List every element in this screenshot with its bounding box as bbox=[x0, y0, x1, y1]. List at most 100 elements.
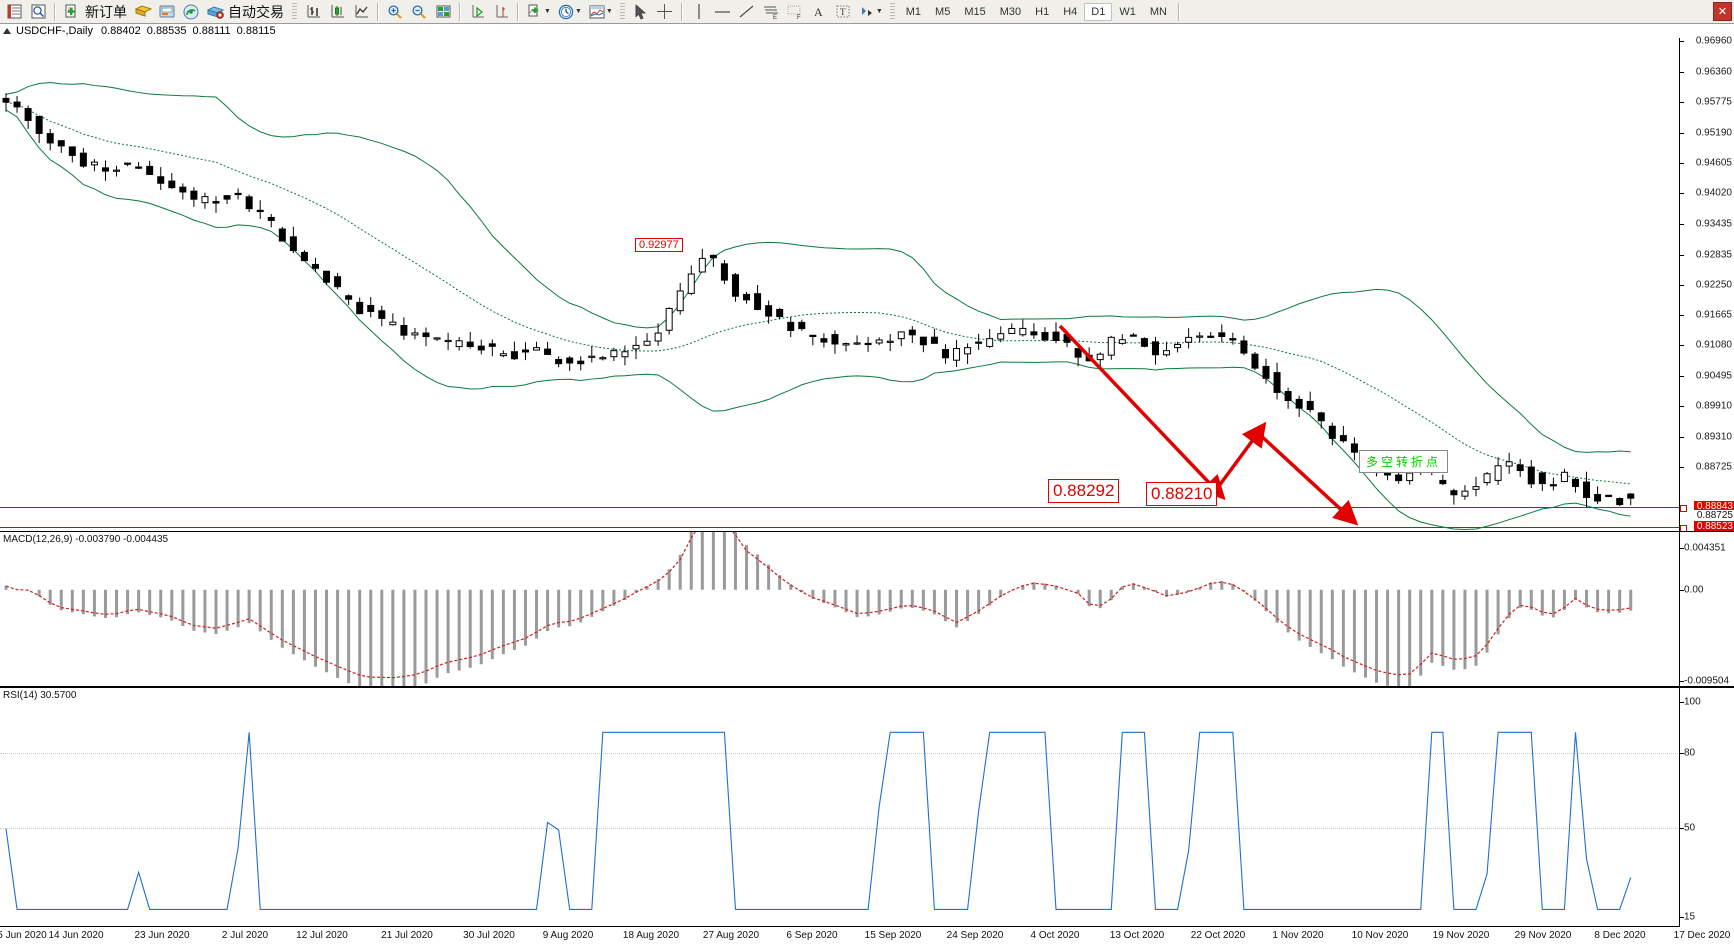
timeframe-m15[interactable]: M15 bbox=[964, 5, 986, 18]
rsi-tick-mark bbox=[1680, 702, 1684, 703]
rsi-axis[interactable]: 100 80 50 15 bbox=[1679, 688, 1734, 927]
price-plot-area[interactable]: 0.92977 0.88292 0.88210 多空转折点 bbox=[0, 38, 1680, 531]
date-tick-label: 23 Jun 2020 bbox=[134, 930, 190, 941]
zoom-out-icon[interactable] bbox=[407, 1, 431, 23]
svg-text:E: E bbox=[773, 15, 777, 20]
toolbar-grip[interactable] bbox=[292, 2, 297, 21]
quote-open: 0.88402 bbox=[101, 25, 141, 37]
date-tick-label: 18 Aug 2020 bbox=[622, 930, 680, 941]
grid-icon[interactable] bbox=[431, 1, 455, 23]
price-tick-mark bbox=[1680, 467, 1684, 469]
date-tick-label: 2 Jul 2020 bbox=[221, 930, 269, 941]
new-order-icon[interactable] bbox=[60, 1, 84, 23]
date-tick-label: 29 Nov 2020 bbox=[1514, 930, 1572, 941]
autotrading-icon[interactable] bbox=[203, 1, 227, 23]
expert-advisor-icon[interactable] bbox=[131, 1, 155, 23]
macd-plot-area[interactable]: MACD(12,26,9) -0.003790 -0.004435 bbox=[0, 532, 1680, 686]
price-tick-label: 0.89910 bbox=[1695, 400, 1732, 412]
periods-icon[interactable] bbox=[554, 1, 578, 23]
chart-container[interactable]: 0.92977 0.88292 0.88210 多空转折点 0.96960 0.9636… bbox=[0, 36, 1734, 945]
close-icon[interactable]: ✕ bbox=[1713, 2, 1732, 21]
timeframe-h1[interactable]: H1 bbox=[1035, 5, 1050, 18]
price-tick-label: 0.91080 bbox=[1695, 339, 1732, 351]
price-tick-mark bbox=[1680, 437, 1684, 439]
cursor-icon[interactable] bbox=[629, 1, 653, 23]
shapes-dropdown-caret[interactable]: ▼ bbox=[875, 8, 883, 15]
vertical-line-icon[interactable] bbox=[687, 1, 711, 23]
rsi-label: RSI(14) 30.5700 bbox=[3, 690, 77, 701]
templates-icon[interactable] bbox=[585, 1, 609, 23]
timeframe-d1[interactable]: D1 bbox=[1084, 2, 1113, 21]
timeframe-m5[interactable]: M5 bbox=[935, 5, 951, 18]
templates-dropdown-caret[interactable]: ▼ bbox=[605, 8, 613, 15]
rsi-plot-area[interactable]: RSI(14) 30.5700 bbox=[0, 688, 1680, 927]
price-tick-mark bbox=[1680, 132, 1684, 134]
signals-icon[interactable] bbox=[179, 1, 203, 23]
rsi-gridline bbox=[0, 752, 1680, 754]
trendline-icon[interactable] bbox=[735, 1, 759, 23]
price-level-label[interactable]: 0.88523 bbox=[1693, 521, 1734, 533]
macd-tick-mark bbox=[1680, 681, 1684, 682]
price-tick-mark bbox=[1680, 375, 1684, 377]
timeframe-m30[interactable]: M30 bbox=[999, 5, 1022, 18]
rsi-pane[interactable]: RSI(14) 30.5700 100 80 50 15 bbox=[0, 686, 1734, 927]
date-tick-label: 27 Aug 2020 bbox=[702, 930, 760, 941]
annotation-support-0-88292[interactable]: 0.88292 bbox=[1048, 479, 1120, 503]
timeframe-m1[interactable]: M1 bbox=[905, 5, 922, 18]
line-chart-icon[interactable] bbox=[349, 1, 373, 23]
fibonacci-icon[interactable]: E bbox=[759, 1, 783, 23]
autotrading-label[interactable]: 自动交易 bbox=[228, 3, 284, 20]
annotation-turning-point[interactable]: 多空转折点 bbox=[1359, 450, 1449, 473]
price-tick-label: 0.92250 bbox=[1695, 279, 1732, 291]
date-tick-label: 4 Oct 2020 bbox=[1030, 930, 1080, 941]
date-tick-label: 21 Jul 2020 bbox=[381, 930, 433, 941]
svg-text:T: T bbox=[840, 7, 846, 17]
chart-shift-icon[interactable] bbox=[489, 1, 513, 23]
quote-bar: USDCHF-,Daily 0.88402 0.88535 0.88111 0.… bbox=[0, 24, 1734, 38]
bar-chart-icon[interactable] bbox=[301, 1, 325, 23]
toolbar-grip-3[interactable] bbox=[889, 2, 895, 21]
macd-axis[interactable]: 0.004351 0.00 -0.009504 bbox=[1679, 532, 1734, 687]
horizontal-level-line[interactable] bbox=[0, 507, 1680, 508]
price-tick-label: 0.91665 bbox=[1695, 309, 1732, 321]
new-order-label[interactable]: 新订单 bbox=[85, 3, 127, 20]
data-window-icon[interactable] bbox=[26, 1, 50, 23]
macd-tick-label: 0.004351 bbox=[1684, 542, 1726, 554]
periods-dropdown-caret[interactable]: ▼ bbox=[574, 8, 582, 15]
horizontal-level-line[interactable] bbox=[0, 527, 1680, 528]
timeframe-group: M1 M5 M15 M30 H1 H4 D1 W1 MN bbox=[899, 2, 1174, 21]
price-tick-mark bbox=[1680, 254, 1684, 256]
terminal-icon[interactable] bbox=[155, 1, 179, 23]
toolbar-separator-4 bbox=[517, 2, 519, 21]
auto-scroll-icon[interactable] bbox=[465, 1, 489, 23]
zoom-in-icon[interactable] bbox=[383, 1, 407, 23]
indicators-icon[interactable] bbox=[523, 1, 547, 23]
crosshair-icon[interactable] bbox=[653, 1, 677, 23]
macd-pane[interactable]: MACD(12,26,9) -0.003790 -0.004435 0.0043… bbox=[0, 531, 1734, 687]
symbol-label: USDCHF-,Daily bbox=[16, 25, 93, 37]
toolbar-grip-2[interactable] bbox=[619, 2, 625, 21]
equidistant-channel-icon[interactable]: F bbox=[783, 1, 807, 23]
date-tick-label: 13 Oct 2020 bbox=[1109, 930, 1165, 941]
date-tick-label: 19 Nov 2020 bbox=[1432, 930, 1490, 941]
price-level-label[interactable]: 0.88725 bbox=[1693, 510, 1734, 522]
svg-text:A: A bbox=[814, 5, 823, 19]
collapse-triangle-icon[interactable] bbox=[3, 28, 11, 34]
annotation-support-0-88210[interactable]: 0.88210 bbox=[1146, 482, 1218, 506]
toolbar-separator-3 bbox=[459, 2, 461, 21]
indicators-dropdown-caret[interactable]: ▼ bbox=[544, 8, 551, 15]
timeframe-mn[interactable]: MN bbox=[1149, 5, 1167, 18]
candlestick-chart-icon[interactable] bbox=[325, 1, 349, 23]
timeframe-h4[interactable]: H4 bbox=[1063, 5, 1078, 18]
macd-tick-mark bbox=[1680, 589, 1684, 591]
horizontal-line-icon[interactable] bbox=[711, 1, 735, 23]
shapes-icon[interactable] bbox=[855, 1, 879, 23]
market-watch-icon[interactable] bbox=[2, 1, 26, 23]
price-pane[interactable]: 0.92977 0.88292 0.88210 多空转折点 0.96960 0.9636… bbox=[0, 36, 1734, 578]
text-icon[interactable]: A bbox=[807, 1, 831, 23]
date-tick-label: 5 Jun 2020 bbox=[0, 930, 47, 941]
price-axis[interactable]: 0.96960 0.96360 0.95775 0.95190 0.94605 0.940… bbox=[1679, 36, 1734, 578]
timeframe-w1[interactable]: W1 bbox=[1119, 5, 1136, 18]
text-label-icon[interactable]: T bbox=[831, 1, 855, 23]
annotation-high-0-92977[interactable]: 0.92977 bbox=[635, 238, 683, 252]
